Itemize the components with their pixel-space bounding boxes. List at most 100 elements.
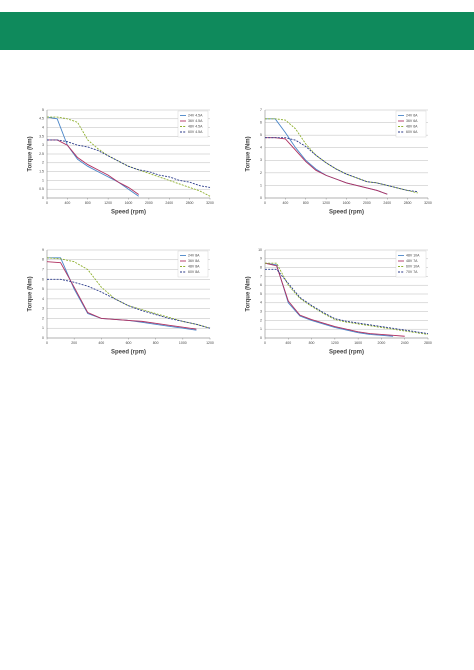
legend-label: 36V 6A	[406, 119, 418, 123]
y-tick-label: 8	[42, 258, 44, 262]
y-tick-label: 1	[260, 327, 262, 331]
x-tick-label: 1600	[125, 201, 133, 205]
x-tick-label: 1200	[322, 201, 330, 205]
y-tick-label: 9	[42, 248, 44, 252]
legend-label: 60V 8A	[188, 270, 200, 274]
x-tick-label: 0	[46, 201, 48, 205]
y-tick-label: 2	[42, 161, 44, 165]
legend-label: 60V 4.5A	[188, 130, 203, 134]
x-tick-label: 2400	[165, 201, 173, 205]
chart: 0 1 2 3 4 5 6 7 8 9 0 200 400 600 800 1000 1200 Speed (rp…	[28, 248, 214, 356]
x-tick-label: 2000	[378, 341, 386, 345]
series-line	[265, 137, 388, 195]
y-axis-title: Torque (Nm)	[246, 276, 252, 311]
legend-label: 24V 6A	[406, 113, 418, 117]
x-tick-label: 2000	[145, 201, 153, 205]
series-line	[46, 257, 211, 329]
y-tick-label: 6	[260, 283, 262, 287]
legend-label: 48V 7A	[406, 259, 418, 263]
y-tick-label: 5	[260, 292, 262, 296]
y-tick-label: 0.5	[39, 187, 44, 191]
legend-label: 60V 6A	[406, 130, 418, 134]
y-tick-label: 1	[42, 178, 44, 182]
legend-label: 70V 7A	[406, 270, 418, 274]
x-tick-label: 400	[98, 341, 104, 345]
y-tick-label: 4	[260, 301, 262, 305]
x-tick-label: 2400	[383, 201, 391, 205]
legend-label: 24V 8A	[188, 253, 200, 257]
series-line	[265, 118, 418, 194]
y-tick-label: 7	[42, 267, 44, 271]
series-line	[47, 278, 211, 329]
y-axis-title: Torque (Nm)	[28, 136, 34, 171]
y-tick-label: 1	[42, 326, 44, 330]
series-line	[265, 262, 429, 335]
x-tick-label: 400	[64, 201, 70, 205]
legend-label: 36V 4.5A	[188, 119, 203, 123]
x-tick-label: 0	[264, 201, 266, 205]
y-tick-label: 6	[42, 277, 44, 281]
legend-label: 48V 6A	[406, 124, 418, 128]
y-tick-label: 4	[42, 297, 44, 301]
x-tick-label: 200	[71, 341, 77, 345]
y-tick-label: 1.5	[39, 170, 44, 174]
x-tick-label: 400	[282, 201, 288, 205]
y-tick-label: 8	[260, 266, 262, 270]
y-tick-label: 2	[42, 316, 44, 320]
x-tick-label: 3200	[206, 201, 214, 205]
x-tick-label: 1200	[104, 201, 112, 205]
y-tick-label: 2.5	[39, 152, 44, 156]
series-line	[46, 261, 197, 330]
x-tick-label: 1000	[179, 341, 187, 345]
x-tick-label: 800	[303, 201, 309, 205]
chart-panel: 0 1 2 3 4 5 6 7 8 9 0 200 400 600 800 1000 1200 Speed (rp…	[20, 240, 225, 370]
legend-label: 48V 10A	[406, 253, 420, 257]
y-tick-label: 10	[258, 248, 262, 252]
x-tick-label: 800	[153, 341, 159, 345]
x-axis-title: Speed (rpm)	[111, 350, 146, 356]
series-line	[265, 137, 418, 193]
y-tick-label: 5	[42, 287, 44, 291]
legend-label: 48V 4.5A	[188, 124, 203, 128]
y-tick-label: 3	[260, 158, 262, 162]
x-tick-label: 2800	[186, 201, 194, 205]
x-tick-label: 1600	[354, 341, 362, 345]
series-line	[47, 257, 197, 331]
x-tick-label: 0	[46, 341, 48, 345]
series-line	[47, 139, 211, 188]
series-line	[46, 116, 139, 197]
y-tick-label: 3	[42, 307, 44, 311]
y-tick-label: 0	[260, 196, 262, 200]
chart-panel: 0 1 2 3 4 5 6 7 0 400 800 1200 1600 2000 2400 2800 3200 S…	[238, 100, 443, 230]
y-tick-label: 0	[42, 196, 44, 200]
y-tick-label: 3	[42, 143, 44, 147]
x-tick-label: 600	[126, 341, 132, 345]
x-tick-label: 2000	[363, 201, 371, 205]
y-tick-label: 7	[260, 274, 262, 278]
chart-panel: 0 1 2 3 4 5 6 7 8 9 10 0 400 800 1200 1600 2000 2400 2800 S…	[238, 240, 443, 370]
y-tick-label: 3.5	[39, 134, 44, 138]
x-tick-label: 1200	[331, 341, 339, 345]
y-tick-label: 6	[260, 120, 262, 124]
y-tick-label: 4	[260, 146, 262, 150]
chart: 0 1 2 3 4 5 6 7 8 9 10 0 400 800 1200 1600 2000 2400 2800 S…	[246, 248, 432, 356]
x-axis-title: Speed (rpm)	[329, 210, 364, 216]
y-tick-label: 5	[260, 133, 262, 137]
x-axis-title: Speed (rpm)	[111, 210, 146, 216]
y-tick-label: 7	[260, 108, 262, 112]
legend-label: 60V 10A	[406, 264, 420, 268]
y-tick-label: 2	[260, 318, 262, 322]
series-line	[265, 268, 429, 335]
x-tick-label: 2800	[424, 341, 432, 345]
y-tick-label: 3	[260, 310, 262, 314]
legend-label: 48V 8A	[188, 264, 200, 268]
x-tick-label: 2800	[404, 201, 412, 205]
series-line	[47, 139, 139, 195]
y-tick-label: 4	[42, 126, 44, 130]
header-band	[0, 12, 474, 50]
chart: 0 1 2 3 4 5 6 7 0 400 800 1200 1600 2000 2400 2800 3200 S…	[246, 108, 432, 216]
x-tick-label: 400	[285, 341, 291, 345]
x-tick-label: 2400	[401, 341, 409, 345]
y-tick-label: 0	[42, 336, 44, 340]
